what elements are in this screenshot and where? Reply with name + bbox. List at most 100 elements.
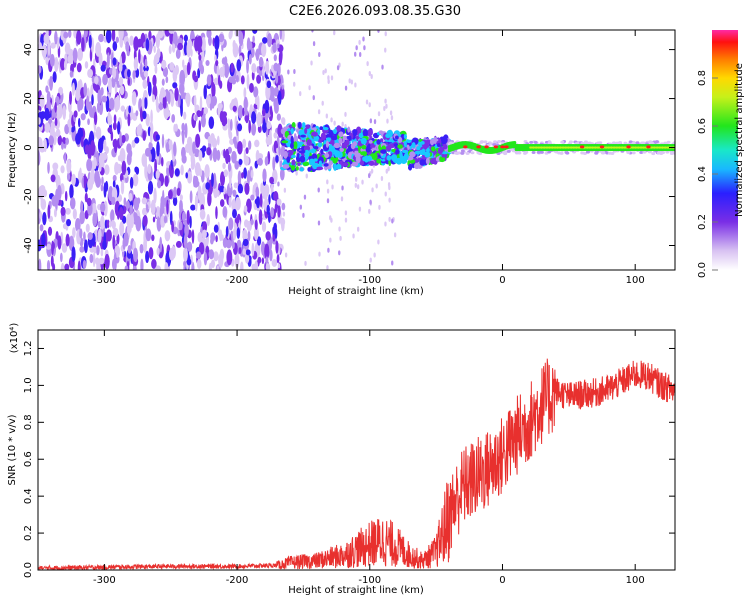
spectrogram-cell	[362, 156, 367, 162]
spectrogram-cell	[483, 140, 488, 144]
spectrogram-cell	[376, 139, 381, 145]
spectrogram-cell	[100, 249, 104, 257]
spectrogram-cell	[83, 173, 87, 190]
spectrogram-cell	[191, 156, 196, 170]
spectrogram-cell	[195, 133, 201, 148]
spectrogram-cell	[63, 151, 67, 164]
snr-y-tick-label: 0.2	[23, 525, 34, 541]
spectrogram-cell	[297, 162, 301, 167]
spectrogram-cell	[243, 205, 248, 213]
spectrogram-cell	[433, 136, 437, 145]
spectrogram-cell	[408, 165, 412, 170]
spectrogram-cell	[355, 45, 358, 51]
spectrogram-cell	[666, 140, 671, 144]
spectrogram-cell	[281, 140, 289, 144]
spectrogram-cell	[243, 167, 247, 179]
spectrogram-cell	[64, 190, 68, 202]
spectrogram-cell	[240, 172, 244, 179]
spectrogram-cell	[49, 75, 54, 91]
spectrogram-cell	[276, 147, 279, 153]
spectrogram-cell	[133, 57, 139, 71]
spectrogram-cell	[232, 208, 237, 219]
spectrogram-cell	[119, 221, 125, 237]
spectrogram-cell	[308, 85, 311, 91]
spectrogram-cell	[310, 131, 318, 137]
spectrogram-cell	[98, 152, 105, 167]
spectrogram-cell	[51, 108, 55, 119]
spectrogram-cell	[90, 139, 96, 156]
spectrogram-cell	[184, 122, 188, 139]
spectrogram-cell	[133, 36, 139, 52]
spectrogram-cell	[87, 68, 94, 79]
spectrogram-cell	[98, 52, 103, 67]
spectrogram-cell	[89, 253, 94, 264]
spectrogram-cell	[265, 84, 271, 100]
spectrogram-cell	[194, 195, 198, 212]
spectrogram-cell	[208, 116, 215, 129]
spectrogram-cell	[171, 220, 175, 233]
spectrogram-cell	[676, 148, 679, 151]
snr-x-tick-label: -300	[93, 575, 116, 586]
spectrogram-cell	[237, 140, 243, 155]
spectrogram-cell	[289, 142, 294, 149]
spectrogram-y-tick-label: -40	[23, 237, 34, 253]
spectrogram-cell	[134, 136, 140, 144]
spectrogram-cell	[362, 129, 368, 137]
spectrogram-cell	[125, 41, 130, 52]
spectrogram-cell	[598, 141, 603, 145]
spectrogram-cell	[71, 82, 75, 96]
spectrogram-cell	[228, 196, 232, 208]
spectrogram-cell	[101, 176, 104, 186]
spectrogram-cell	[354, 51, 357, 57]
spectrogram-cell	[330, 145, 335, 153]
spectrogram-cell	[340, 196, 344, 202]
spectrogram-x-ticks: -300 -200 -100 0 100	[93, 30, 645, 286]
spectrogram-cell	[166, 199, 169, 215]
spectrogram-cell	[108, 185, 114, 202]
spectrogram-cell	[231, 98, 237, 106]
spectrogram-cell	[339, 147, 344, 152]
spectrogram-cell	[280, 219, 285, 232]
spectrogram-cell	[162, 66, 169, 78]
spectrogram-cell	[216, 189, 220, 197]
spectrogram-cell	[224, 62, 230, 79]
spectrogram-cell	[108, 77, 112, 94]
spectrogram-cell	[377, 30, 380, 33]
colorbar-tick-label: 0.6	[697, 118, 708, 134]
spectrogram-cell	[110, 209, 115, 223]
spectrogram-cell	[260, 183, 265, 195]
spectrogram-cell	[83, 231, 86, 242]
spectrogram-cell	[161, 78, 165, 86]
spectrogram-cell	[174, 168, 180, 177]
spectrogram-cell	[207, 191, 212, 207]
spectrogram-cell	[397, 144, 403, 149]
spectrogram-cell	[376, 158, 381, 164]
spectrogram-marks	[38, 30, 679, 270]
spectrogram-cell	[47, 226, 53, 236]
spectrogram-cell	[116, 94, 120, 109]
spectrogram-cell	[298, 150, 306, 154]
spectrogram-cell	[371, 187, 374, 193]
spectrogram-cell	[91, 94, 94, 106]
spectrogram-cell	[360, 137, 367, 145]
spectrogram-cell	[208, 249, 215, 260]
colorbar-ticks: 0.0 0.2 0.4 0.6 0.8	[697, 70, 718, 278]
spectrogram-cell	[38, 137, 43, 152]
spectrogram-cell	[354, 152, 360, 158]
spectrogram-cell	[267, 211, 271, 224]
spectrogram-cell	[41, 44, 47, 58]
snr-x-tick-label: -200	[226, 575, 249, 586]
spectrogram-cell	[69, 90, 73, 105]
spectrogram-cell	[47, 41, 51, 57]
spectrogram-cell	[211, 137, 218, 149]
spectrogram-cell	[193, 94, 197, 108]
spectrogram-cell	[59, 252, 63, 263]
spectrogram-cell	[43, 138, 47, 153]
spectrogram-cell	[244, 182, 250, 195]
spectrogram-cell	[325, 140, 329, 148]
spectrogram-cell	[157, 30, 164, 39]
spectrogram-cell	[351, 161, 359, 167]
spectrogram-cell	[240, 261, 244, 270]
